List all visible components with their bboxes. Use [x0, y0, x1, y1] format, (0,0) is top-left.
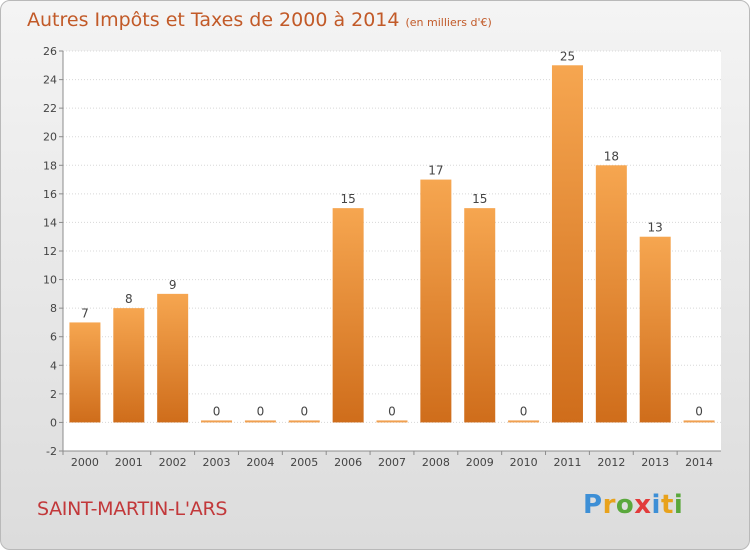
proxiti-logo[interactable]: Proxiti [583, 490, 683, 520]
x-axis-ticks: 2000 2001 2002 2003 2004 2005 2006 2007 2008 2009… [62, 451, 713, 469]
logo-letter: t [660, 490, 674, 520]
y-tick-label: 12 [43, 245, 57, 258]
y-tick-label: 20 [43, 131, 57, 144]
bar-2011 [551, 65, 583, 423]
value-label-2000: 7 [81, 306, 89, 320]
y-tick-label: 18 [43, 159, 57, 172]
x-tick-label-2003: 2003 [203, 456, 231, 469]
bar-2009 [464, 208, 496, 423]
bar-2013 [639, 236, 671, 423]
logo-letter: r [602, 490, 616, 520]
logo-letter: P [583, 490, 603, 520]
bar-2005 [288, 420, 320, 423]
chart-title: Autres Impôts et Taxes de 2000 à 2014 (en… [27, 9, 492, 31]
logo-letter: i [651, 490, 661, 520]
bar-2012 [595, 165, 627, 423]
y-tick-label: 26 [43, 45, 57, 58]
value-label-2003: 0 [213, 404, 221, 418]
y-tick-label: -2 [46, 445, 57, 458]
bar-2008 [420, 179, 452, 423]
x-tick-label-2013: 2013 [641, 456, 669, 469]
chart-subtitle: (en milliers d'€) [405, 16, 492, 29]
x-tick-label-2014: 2014 [685, 456, 713, 469]
logo-letter: x [634, 490, 652, 520]
value-label-2002: 9 [169, 278, 177, 292]
value-label-2011: 25 [560, 49, 575, 63]
value-label-2013: 13 [648, 221, 663, 235]
location-name: SAINT-MARTIN-L'ARS [37, 498, 228, 520]
x-tick-label-2010: 2010 [510, 456, 538, 469]
bar-2003 [201, 420, 233, 423]
value-labels: 7 8 9 0 0 0 15 0 17 15 0 25 18 13 0 [81, 49, 703, 418]
value-label-2006: 15 [340, 192, 355, 206]
y-tick-label: 24 [43, 74, 57, 87]
logo-letter: i [673, 490, 684, 520]
bar-2001 [113, 308, 145, 423]
bar-2000 [69, 322, 101, 423]
value-label-2004: 0 [257, 404, 265, 418]
y-tick-label: 4 [50, 359, 57, 372]
x-tick-label-2007: 2007 [378, 456, 406, 469]
x-tick-label-2006: 2006 [334, 456, 362, 469]
x-tick-label-2005: 2005 [290, 456, 318, 469]
value-label-2007: 0 [388, 404, 396, 418]
y-tick-label: 16 [43, 188, 57, 201]
bar-2004 [244, 420, 276, 423]
y-tick-label: 0 [50, 416, 57, 429]
x-tick-label-2008: 2008 [422, 456, 450, 469]
value-label-2001: 8 [125, 292, 133, 306]
value-label-2009: 15 [472, 192, 487, 206]
value-label-2014: 0 [695, 404, 703, 418]
value-label-2008: 17 [428, 164, 443, 178]
y-tick-label: 14 [43, 216, 57, 229]
bar-2014 [683, 420, 715, 423]
x-tick-label-2001: 2001 [115, 456, 143, 469]
value-label-2010: 0 [520, 404, 528, 418]
value-label-2012: 18 [604, 149, 619, 163]
x-tick-label-2004: 2004 [246, 456, 274, 469]
y-tick-label: 10 [43, 274, 57, 287]
chart-title-text: Autres Impôts et Taxes de 2000 à 2014 [27, 9, 400, 31]
bar-2010 [508, 420, 540, 423]
x-tick-label-2011: 2011 [553, 456, 581, 469]
logo-letter: o [615, 490, 635, 520]
x-tick-label-2009: 2009 [466, 456, 494, 469]
y-tick-label: 22 [43, 102, 57, 115]
y-tick-label: 6 [50, 331, 57, 344]
bar-2002 [157, 293, 189, 423]
x-tick-label-2002: 2002 [159, 456, 187, 469]
bar-2006 [332, 208, 364, 423]
x-tick-label-2012: 2012 [597, 456, 625, 469]
value-label-2005: 0 [300, 404, 308, 418]
y-tick-label: 8 [50, 302, 57, 315]
x-tick-label-2000: 2000 [71, 456, 99, 469]
y-tick-label: 2 [50, 388, 57, 401]
bars [69, 65, 715, 423]
bar-2007 [376, 420, 408, 423]
